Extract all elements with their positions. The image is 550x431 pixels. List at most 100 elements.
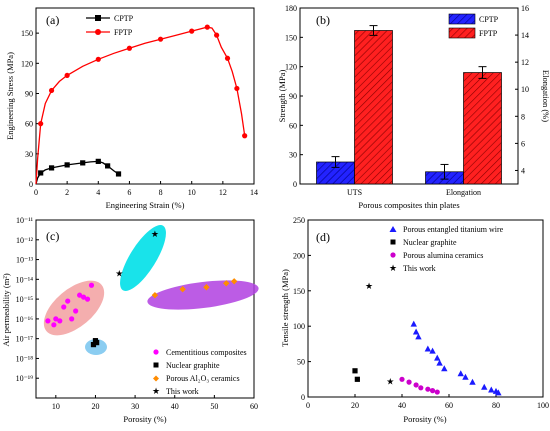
y-right-tick-label: 10 <box>521 85 529 94</box>
data-point: ★ <box>151 229 159 239</box>
data-point <box>94 340 100 346</box>
data-point <box>488 386 495 393</box>
data-point <box>84 296 91 302</box>
y-tick-label: 10⁻¹⁶ <box>16 315 34 324</box>
data-point-fptp <box>48 87 55 94</box>
data-point: ★ <box>365 281 373 291</box>
legend-cptp-swatch <box>448 13 476 25</box>
data-point: ★ <box>386 376 394 386</box>
y-tick-label: 250 <box>293 216 305 225</box>
y-tick-label: 90 <box>25 89 33 98</box>
data-point <box>354 376 360 382</box>
panel-b-legend: CPTP FPTP <box>448 13 499 39</box>
panel-a-legend: CPTP FPTP <box>86 14 134 37</box>
series-line-fptp <box>35 26 246 185</box>
panel-c-ylabel: Air permeability (m²) <box>1 273 11 347</box>
y-tick-label: 0 <box>301 393 305 402</box>
legend-alumina-label: Porous Al₂O₃ ceramics <box>166 374 240 383</box>
data-point-fptp <box>95 56 101 62</box>
y-tick-label: 200 <box>293 251 305 260</box>
legend-graphite-square-icon <box>153 362 159 368</box>
legend-this-work-label: This work <box>403 264 436 273</box>
panel-c-permeability-scatter: (c) Porosity (%) Air permeability (m²) 1… <box>1 216 259 424</box>
data-point <box>399 376 405 382</box>
data-point <box>230 278 238 285</box>
panel-d-legend: Porous entangled titanium wire Nuclear g… <box>389 225 504 273</box>
data-point <box>429 388 436 394</box>
data-point-fptp <box>242 133 248 139</box>
x-tick-label: 10 <box>52 402 60 411</box>
y-tick-label: 10⁻¹¹ <box>16 216 34 225</box>
data-point <box>434 354 441 361</box>
data-point-fptp <box>234 85 240 92</box>
y-right-tick-label: 14 <box>521 31 529 40</box>
x-tick-label: 30 <box>131 402 139 411</box>
data-point-cptp <box>48 165 55 171</box>
data-point <box>61 304 67 310</box>
y-tick-label: 60 <box>289 121 297 130</box>
legend-fptp-swatch <box>448 27 476 39</box>
data-point <box>469 378 476 385</box>
data-point-fptp <box>126 45 133 51</box>
alumina-region <box>147 280 259 310</box>
legend-cptp-label: CPTP <box>114 14 134 23</box>
y-tick-label: 150 <box>21 29 33 38</box>
x-tick-label: UTS <box>347 188 362 197</box>
panel-c-ticks: 10 20 30 40 50 60 10⁻¹¹ 10⁻¹² 10⁻¹³ 10⁻¹⁴ 10⁻¹⁵ 10⁻… <box>16 216 258 411</box>
panel-b-ylabel: Strength (MPa) <box>277 70 287 123</box>
y-tick-label: 90 <box>289 92 297 101</box>
data-point-fptp <box>224 55 231 61</box>
data-point <box>57 318 63 324</box>
panel-d-label: (d) <box>316 230 330 244</box>
data-point <box>203 284 210 291</box>
panel-d-ticks: 0 20 40 60 80 100 0 50 100 150 200 250 <box>293 216 549 410</box>
data-point <box>415 333 422 340</box>
data-point <box>69 316 75 322</box>
legend-cptp-label: CPTP <box>479 15 499 24</box>
x-tick-label: 6 <box>127 188 131 197</box>
data-point-cptp <box>115 171 122 177</box>
x-tick-label: 50 <box>210 402 218 411</box>
data-point-fptp <box>189 28 195 34</box>
legend-alumina-circle-icon <box>390 252 396 258</box>
panel-a-ticks: 0 2 4 6 8 10 12 14 0 30 60 90 120 150 <box>21 29 258 197</box>
legend-cementitious-circle-icon <box>153 349 159 355</box>
data-point <box>495 389 502 396</box>
y-tick-label: 30 <box>25 150 33 159</box>
panel-d-tensile-scatter: (d) Porosity (%) Tensile strength (MPa) … <box>280 216 549 424</box>
data-point-fptp <box>38 121 44 127</box>
panel-a-frame <box>35 7 255 185</box>
panel-d-xlabel: Porosity (%) <box>403 414 446 424</box>
data-point-fptp <box>204 24 210 30</box>
panel-a-xlabel: Engineering Strain (%) <box>106 200 185 210</box>
data-point <box>436 359 443 366</box>
data-point: ★ <box>115 268 123 278</box>
panel-b-ticks: 0 30 60 90 120 150 180 4 6 8 10 12 14 16 UTS Elongation <box>285 4 529 197</box>
legend-cptp-square-icon <box>95 15 101 21</box>
x-tick-label: 12 <box>219 188 227 197</box>
panel-a-label: (a) <box>46 13 59 27</box>
data-point <box>352 368 358 374</box>
data-point <box>73 308 79 314</box>
x-tick-label: 0 <box>34 188 38 197</box>
y-tick-label: 10⁻¹³ <box>16 256 34 265</box>
data-point <box>51 322 57 328</box>
data-point <box>88 282 95 288</box>
legend-graphite-label: Nuclear graphite <box>166 361 220 370</box>
y-tick-label: 150 <box>285 33 297 42</box>
y-tick-label: 30 <box>289 151 297 160</box>
x-tick-label: 20 <box>351 401 359 410</box>
legend-alumina-diamond-icon <box>153 375 159 382</box>
x-tick-label: 10 <box>188 188 196 197</box>
panel-b-label: (b) <box>316 13 330 27</box>
data-point <box>179 286 186 293</box>
y-tick-label: 0 <box>29 180 33 189</box>
legend-graphite-label: Nuclear graphite <box>403 238 457 247</box>
data-point <box>481 383 488 390</box>
panel-d-points: ★★ <box>352 281 502 396</box>
data-point <box>223 280 230 287</box>
legend-this-work-star-icon: ★ <box>389 263 397 273</box>
data-point <box>429 347 436 354</box>
panel-c-legend: Cementitious composites Nuclear graphite… <box>152 348 247 396</box>
data-point <box>457 370 464 377</box>
